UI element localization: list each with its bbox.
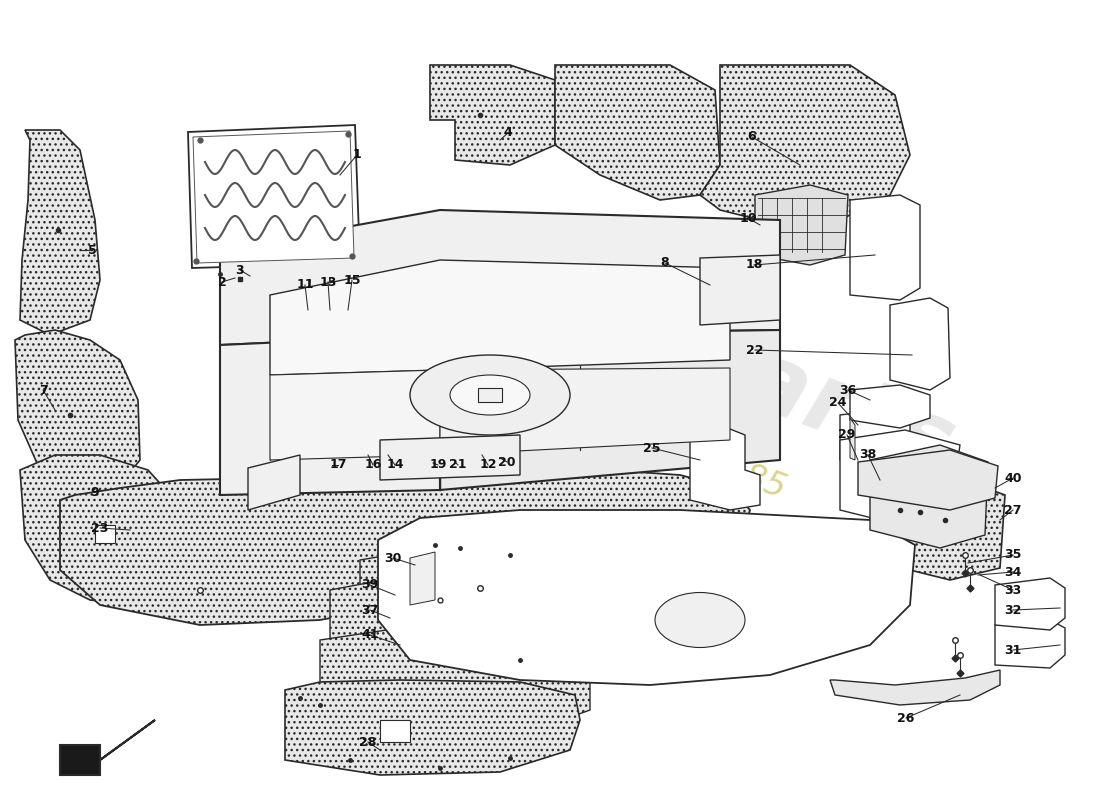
Polygon shape	[556, 65, 720, 200]
Text: 20: 20	[498, 455, 516, 469]
Text: 29: 29	[838, 429, 856, 442]
Polygon shape	[700, 65, 910, 225]
Polygon shape	[20, 130, 100, 335]
Polygon shape	[410, 552, 435, 605]
Text: 21: 21	[449, 458, 466, 471]
Polygon shape	[20, 455, 185, 605]
Text: 26: 26	[898, 711, 915, 725]
Text: 15: 15	[343, 274, 361, 286]
Text: 33: 33	[1004, 583, 1022, 597]
Polygon shape	[270, 260, 730, 375]
Text: 27: 27	[1004, 503, 1022, 517]
Polygon shape	[270, 370, 440, 460]
Text: 18: 18	[746, 258, 762, 271]
Polygon shape	[248, 455, 300, 510]
Text: 14: 14	[386, 458, 404, 471]
Text: 37: 37	[361, 603, 378, 617]
Text: 32: 32	[1004, 603, 1022, 617]
Text: 11: 11	[296, 278, 314, 291]
Polygon shape	[478, 388, 502, 402]
Polygon shape	[379, 435, 520, 480]
Text: 35: 35	[1004, 549, 1022, 562]
Text: 19: 19	[429, 458, 447, 471]
Text: 40: 40	[1004, 471, 1022, 485]
Ellipse shape	[410, 355, 570, 435]
Polygon shape	[850, 195, 920, 300]
Polygon shape	[15, 330, 140, 490]
Polygon shape	[60, 720, 155, 775]
Text: 3: 3	[235, 263, 244, 277]
Polygon shape	[378, 510, 915, 685]
Text: 23: 23	[91, 522, 109, 534]
Text: 38: 38	[859, 449, 877, 462]
Text: a passion since 1985: a passion since 1985	[450, 354, 791, 506]
Polygon shape	[400, 552, 450, 618]
Ellipse shape	[654, 593, 745, 647]
Polygon shape	[870, 445, 988, 548]
Text: 8: 8	[661, 257, 669, 270]
Text: 7: 7	[39, 383, 47, 397]
Polygon shape	[690, 425, 760, 510]
Text: 5: 5	[88, 243, 97, 257]
Polygon shape	[840, 410, 910, 470]
Polygon shape	[379, 720, 410, 742]
Text: 36: 36	[839, 383, 857, 397]
Text: 34: 34	[1004, 566, 1022, 578]
Text: 10: 10	[739, 211, 757, 225]
Polygon shape	[858, 450, 998, 510]
Polygon shape	[192, 131, 354, 263]
Polygon shape	[830, 670, 1000, 705]
Polygon shape	[890, 298, 950, 390]
Text: 39: 39	[362, 578, 378, 591]
Text: 16: 16	[364, 458, 382, 471]
Polygon shape	[700, 255, 780, 325]
Text: 25: 25	[644, 442, 661, 454]
Polygon shape	[755, 185, 848, 265]
Polygon shape	[440, 330, 780, 490]
Text: 28: 28	[360, 735, 376, 749]
Polygon shape	[996, 620, 1065, 668]
Text: 2: 2	[218, 275, 227, 289]
Polygon shape	[360, 548, 560, 640]
Text: euroParts: euroParts	[433, 225, 967, 495]
Polygon shape	[60, 468, 750, 625]
Polygon shape	[220, 335, 440, 495]
Polygon shape	[850, 418, 855, 460]
Polygon shape	[840, 430, 960, 525]
Text: 17: 17	[329, 458, 346, 471]
Text: 41: 41	[361, 629, 378, 642]
Ellipse shape	[450, 375, 530, 415]
Polygon shape	[320, 625, 590, 735]
Text: 6: 6	[748, 130, 757, 143]
Text: 24: 24	[829, 397, 847, 410]
Text: 1: 1	[353, 149, 362, 162]
Polygon shape	[996, 578, 1065, 630]
Polygon shape	[188, 125, 360, 268]
Text: 13: 13	[319, 275, 337, 289]
Polygon shape	[95, 525, 116, 543]
Text: 31: 31	[1004, 643, 1022, 657]
Polygon shape	[285, 680, 580, 775]
Polygon shape	[870, 475, 1005, 580]
Polygon shape	[430, 65, 556, 165]
Text: 22: 22	[746, 343, 763, 357]
Polygon shape	[850, 385, 930, 428]
Text: 9: 9	[90, 486, 99, 498]
Text: 12: 12	[480, 458, 497, 471]
Polygon shape	[440, 368, 730, 455]
Text: 4: 4	[504, 126, 513, 139]
Polygon shape	[220, 210, 780, 345]
Polygon shape	[330, 575, 565, 672]
Text: 30: 30	[384, 551, 402, 565]
